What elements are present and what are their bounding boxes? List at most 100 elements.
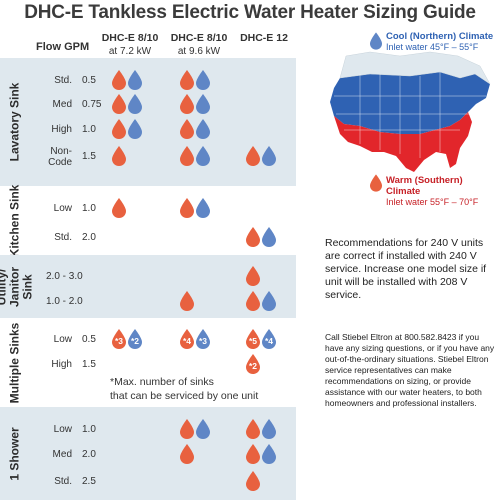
cool-drop-icon	[370, 32, 382, 50]
warm-drop-icon	[180, 291, 194, 311]
column-name: DHC-E 8/10	[170, 32, 228, 44]
flow-rate: 1.0	[82, 203, 96, 214]
warm-drop-icon	[180, 146, 194, 166]
warm-drop-icon	[180, 70, 194, 90]
model-cell	[112, 146, 126, 168]
flow-rate: 1.0	[82, 424, 96, 435]
flow-rate: 1.5	[82, 359, 96, 370]
flow-rate: 2.5	[82, 476, 96, 487]
usage-level: Non- Code	[48, 146, 72, 168]
climate-map: Cool (Northern) Climate Inlet water 45°F…	[300, 26, 500, 226]
warm-drop-icon	[180, 198, 194, 218]
model-cell	[180, 146, 210, 168]
warm-drop-icon	[370, 174, 382, 192]
model-cell: *3 *2	[112, 329, 142, 351]
table-row: High 1.0	[0, 119, 296, 139]
max-sinks-count: *3	[114, 336, 124, 346]
model-cell	[180, 419, 210, 441]
warm-drop-icon	[246, 266, 260, 286]
column-sub: at 9.6 kW	[177, 46, 221, 57]
table-row: Std. 2.0	[0, 227, 296, 247]
model-cell	[246, 291, 276, 313]
cool-drop-icon	[196, 70, 210, 90]
column-header-3: DHC-E 12	[236, 32, 292, 45]
usage-level: Med	[52, 449, 72, 460]
model-cell: *4 *3	[180, 329, 210, 351]
flow-rate: 2.0	[82, 449, 96, 460]
voltage-recommendation: Recommendations for 240 V units are corr…	[325, 237, 487, 301]
flow-rate: 0.5	[82, 334, 96, 345]
warm-drop-icon	[180, 119, 194, 139]
model-cell	[180, 444, 194, 466]
us-map-graphic	[330, 51, 491, 172]
warm-drop-icon: *5	[246, 329, 260, 349]
flow-rate: 1.5	[82, 151, 96, 162]
flow-header: Flow GPM	[36, 41, 90, 53]
table-row: Low 1.0	[0, 419, 296, 439]
column-sub: at 7.2 kW	[108, 46, 152, 57]
model-cell	[112, 119, 142, 141]
cool-drop-icon	[128, 94, 142, 114]
warm-drop-icon	[180, 444, 194, 464]
usage-level: Low	[53, 424, 72, 435]
warm-drop-icon	[180, 94, 194, 114]
max-sinks-count: *2	[130, 336, 140, 346]
table-row: Low 0.5 *3 *2 *4 *3 *5 *4	[0, 329, 296, 349]
flow-rate: 0.5	[82, 75, 96, 86]
model-cell	[112, 70, 142, 92]
column-name: DHC-E 8/10	[101, 32, 159, 44]
warm-drop-icon	[112, 70, 126, 90]
warm-drop-icon	[180, 419, 194, 439]
table-row: 2.0 - 3.0	[0, 266, 296, 286]
cool-drop-icon: *4	[262, 329, 276, 349]
warm-drop-icon	[246, 146, 260, 166]
warm-drop-icon	[246, 419, 260, 439]
warm-drop-icon: *2	[246, 354, 260, 374]
cool-drop-icon	[196, 94, 210, 114]
usage-level: High	[51, 359, 72, 370]
fixture-group: Multiple Sinks Low 0.5 *3 *2 *4 *3 *5 *4 High 1.5 *…	[0, 318, 296, 407]
model-cell	[180, 70, 210, 92]
warm-drop-icon	[112, 198, 126, 218]
cool-sub: Inlet water 45°F – 55°F	[386, 42, 479, 52]
model-cell	[180, 119, 210, 141]
table-row: Non- Code 1.5	[0, 146, 296, 168]
flow-rate: 2.0	[82, 232, 96, 243]
table-row: Med 2.0	[0, 444, 296, 464]
column-header-1: DHC-E 8/10 at 7.2 kW	[100, 32, 160, 58]
flow-rate: 2.0 - 3.0	[46, 271, 83, 282]
cool-drop-icon	[262, 444, 276, 464]
page-title: DHC-E Tankless Electric Water Heater Siz…	[24, 2, 476, 23]
cool-drop-icon	[262, 146, 276, 166]
table-row: Std. 0.5	[0, 70, 296, 90]
table-row: 1.0 - 2.0	[0, 291, 296, 311]
usage-level: Std.	[54, 75, 72, 86]
model-cell	[246, 146, 276, 168]
max-sinks-count: *4	[264, 336, 274, 346]
cool-drop-icon	[196, 119, 210, 139]
cool-drop-icon	[196, 146, 210, 166]
cool-drop-icon	[196, 419, 210, 439]
model-cell	[246, 266, 260, 288]
model-cell: *2	[246, 354, 260, 376]
warm-drop-icon	[112, 119, 126, 139]
cool-drop-icon	[262, 227, 276, 247]
column-name: DHC-E 12	[240, 32, 288, 44]
warm-drop-icon	[112, 146, 126, 166]
cool-drop-icon	[262, 291, 276, 311]
fixture-group: Lavatory Sink Std. 0.5 Med 0.75 High 1.0 Non- C…	[0, 58, 296, 186]
table-row: Med 0.75	[0, 94, 296, 114]
usage-level: Med	[52, 99, 72, 110]
flow-rate: 1.0	[82, 124, 96, 135]
warm-drop-icon: *4	[180, 329, 194, 349]
flow-rate: 1.0 - 2.0	[46, 296, 83, 307]
note-text: *Max. number of sinks that can be servic…	[110, 376, 259, 402]
model-cell	[246, 444, 276, 466]
warm-legend-text: Warm (Southern) Climate Inlet water 55°F…	[386, 175, 498, 208]
cool-drop-icon	[128, 70, 142, 90]
usage-level: High	[51, 124, 72, 135]
warm-drop-icon: *3	[112, 329, 126, 349]
model-cell	[112, 94, 142, 116]
warm-drop-icon	[246, 471, 260, 491]
fixture-group: Utility/ Janitor Sink 2.0 - 3.0 1.0 - 2.0	[0, 255, 296, 318]
